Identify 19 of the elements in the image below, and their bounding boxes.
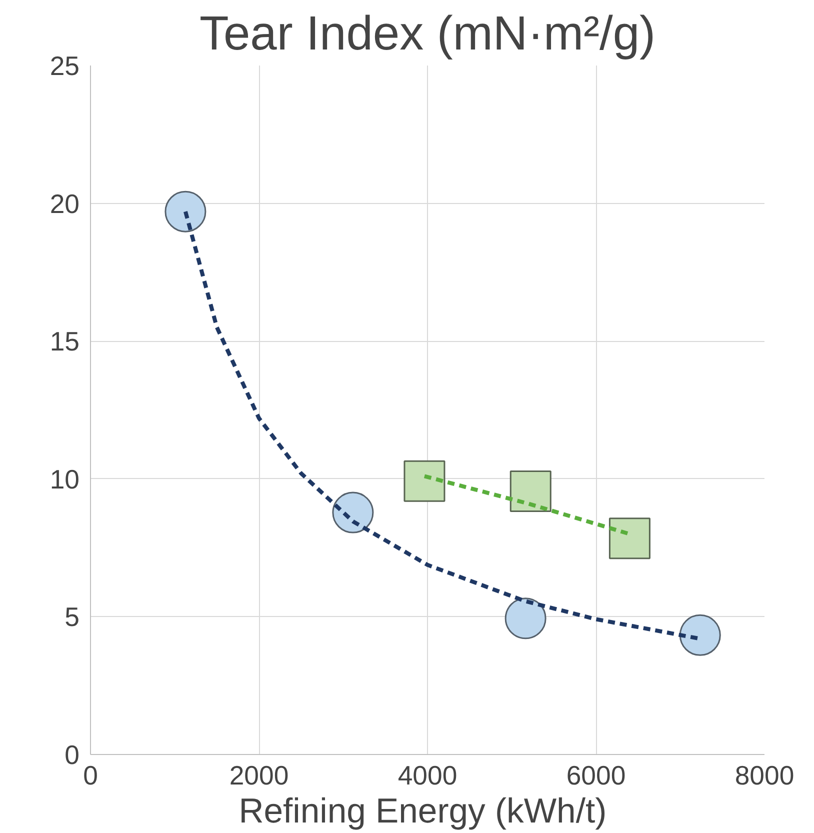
- point: [679, 614, 721, 656]
- y-tick-label: 0: [64, 740, 80, 770]
- y-tick-label: 20: [50, 188, 80, 219]
- point: [164, 190, 206, 232]
- y-tick-label: 5: [64, 602, 80, 632]
- x-axis-title: Refining Energy (kWh/t): [238, 792, 607, 830]
- x-tick-label: 6000: [566, 760, 626, 790]
- x-tick-label: 4000: [398, 760, 458, 790]
- y-tick-label: 15: [50, 326, 80, 357]
- x-tick-label: 2000: [229, 760, 289, 790]
- y-tick-label: 10: [50, 464, 80, 494]
- point: [510, 470, 552, 512]
- y-tick-label: 25: [50, 51, 80, 81]
- point: [608, 518, 650, 560]
- chart-title: Tear Index (mN·m²/g): [199, 8, 656, 60]
- point: [404, 460, 446, 502]
- point: [504, 598, 546, 640]
- point: [332, 492, 374, 534]
- x-tick-label: 8000: [734, 760, 794, 790]
